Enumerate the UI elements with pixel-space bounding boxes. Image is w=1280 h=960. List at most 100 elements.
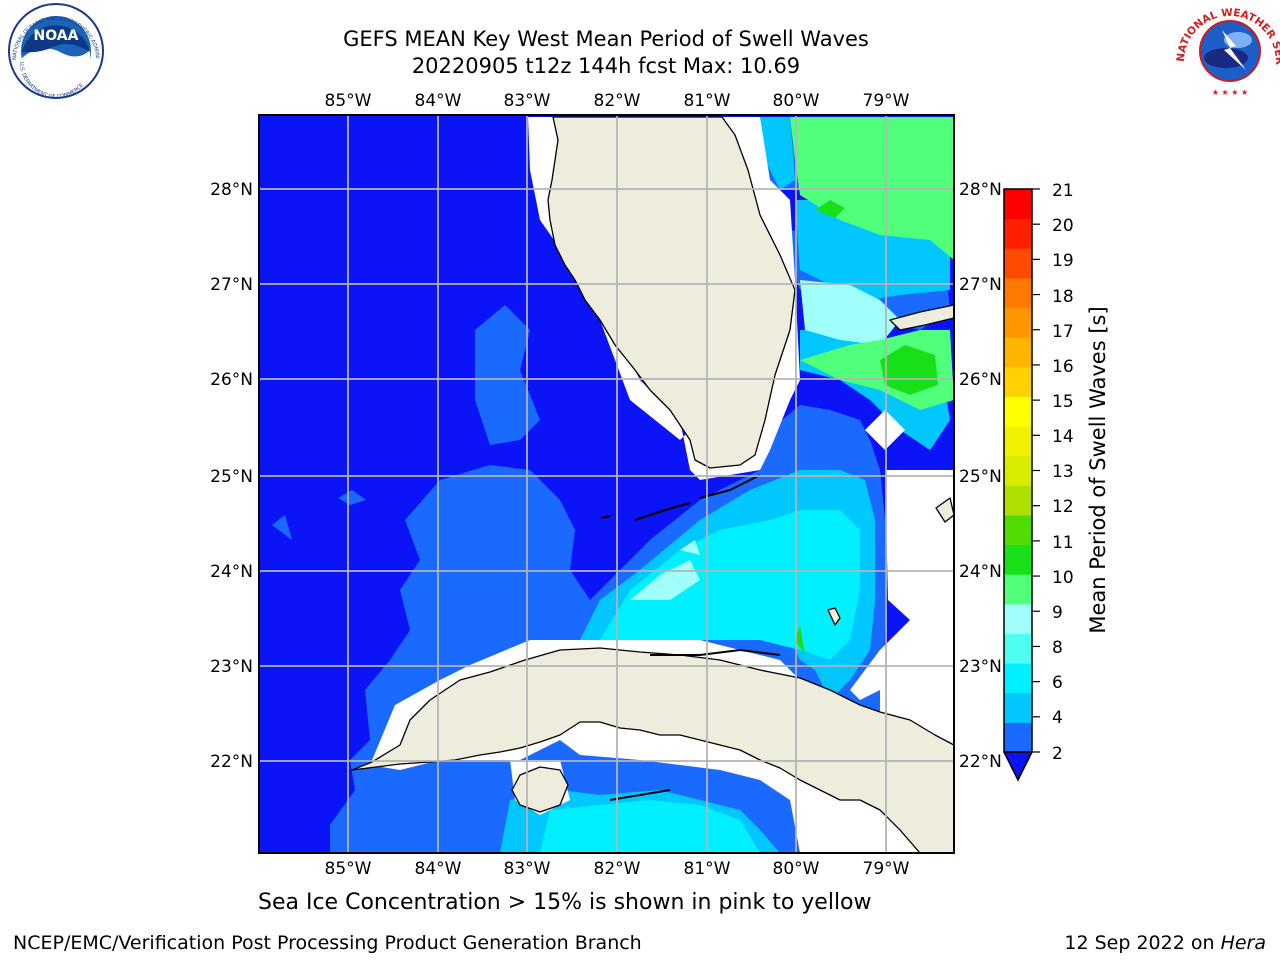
colorbar-tick-label: 8 — [1052, 638, 1063, 658]
colorbar-tick-label: 12 — [1052, 497, 1074, 517]
lon-label: 84°W — [415, 859, 462, 879]
lat-labels-right: 28°N 27°N 26°N 25°N 24°N 23°N 22°N — [959, 180, 1002, 772]
lat-label: 25°N — [210, 467, 253, 487]
florida-peninsula — [547, 116, 796, 469]
colorbar-band — [1004, 218, 1032, 249]
grand-bahama — [889, 304, 954, 331]
colorbar-tick-label: 18 — [1052, 287, 1074, 307]
colorbar-tick-labels: 21 20 19 18 17 16 15 14 13 12 11 10 9 8 … — [1052, 181, 1074, 764]
lon-label: 84°W — [415, 91, 462, 111]
date-stamp: 12 Sep 2022 on Hera — [1064, 932, 1266, 954]
credit-line: NCEP/EMC/Verification Post Processing Pr… — [13, 932, 642, 954]
date-text: 12 Sep 2022 on — [1064, 932, 1221, 954]
lat-label: 24°N — [210, 562, 253, 582]
colorbar-tick-label: 9 — [1052, 603, 1063, 623]
colorbar-band — [1004, 189, 1032, 220]
colorbar: 21 20 19 18 17 16 15 14 13 12 11 10 9 8 … — [1002, 181, 1110, 782]
cuba — [351, 647, 954, 853]
land-areas — [351, 116, 954, 853]
lat-label: 26°N — [210, 370, 253, 390]
colorbar-band — [1004, 544, 1032, 575]
colorbar-tick-label: 10 — [1052, 568, 1074, 588]
swell-zone-6-8s — [540, 510, 860, 853]
lon-label: 85°W — [325, 859, 372, 879]
lat-label: 24°N — [959, 562, 1002, 582]
lat-label: 28°N — [210, 180, 253, 200]
colorbar-band — [1004, 396, 1032, 427]
colorbar-band — [1004, 366, 1032, 397]
colorbar-tick-label: 6 — [1052, 673, 1063, 693]
lon-label: 85°W — [325, 91, 372, 111]
sea-ice-caption: Sea Ice Concentration > 15% is shown in … — [258, 890, 872, 915]
colorbar-band — [1004, 633, 1032, 664]
florida-keys — [601, 474, 781, 801]
colorbar-tick-label: 2 — [1052, 744, 1063, 764]
colorbar-label: Mean Period of Swell Waves [s] — [1086, 306, 1110, 633]
map-frame — [258, 114, 955, 854]
lon-label: 83°W — [504, 859, 551, 879]
host-name: Hera — [1220, 932, 1266, 954]
colorbar-tick-label: 17 — [1052, 322, 1074, 342]
lat-label: 25°N — [959, 467, 1002, 487]
colorbar-tick-label: 11 — [1052, 533, 1074, 553]
colorbar-bands — [1004, 189, 1032, 753]
colorbar-tick-label: 15 — [1052, 392, 1074, 412]
svg-text:★ ★ ★ ★: ★ ★ ★ ★ — [1212, 88, 1248, 97]
colorbar-tick-label: 20 — [1052, 216, 1074, 236]
map-title: GEFS MEAN Key West Mean Period of Swell … — [343, 27, 869, 51]
lon-labels-top: 85°W 84°W 83°W 82°W 81°W 80°W 79°W — [325, 91, 910, 111]
lat-label: 23°N — [959, 657, 1002, 677]
map-subtitle: 20220905 t12z 144h fcst Max: 10.69 — [411, 54, 801, 78]
bahamas-southeast — [935, 497, 954, 523]
lat-labels-left: 28°N 27°N 26°N 25°N 24°N 23°N 22°N — [210, 180, 253, 772]
lat-label: 27°N — [959, 275, 1002, 295]
colorbar-band — [1004, 277, 1032, 309]
noaa-logo: NOAA NATIONAL OCEANIC AND ATMOSPHERIC AD… — [0, 0, 104, 100]
nws-ring-text: NATIONAL WEATHER SERVICE — [0, 0, 1280, 65]
nws-logo: NATIONAL WEATHER SERVICE ★ ★ ★ ★ — [0, 0, 1280, 98]
colorbar-band — [1004, 307, 1032, 338]
colorbar-band — [1004, 692, 1032, 723]
colorbar-tick-label: 19 — [1052, 251, 1074, 271]
lon-label: 82°W — [594, 859, 641, 879]
isla-de-la-juventud — [511, 766, 569, 813]
lat-label: 23°N — [210, 657, 253, 677]
lon-label: 83°W — [504, 91, 551, 111]
lat-label: 27°N — [210, 275, 253, 295]
lat-label: 28°N — [959, 180, 1002, 200]
colorbar-band — [1004, 337, 1032, 368]
colorbar-band — [1004, 485, 1032, 516]
swell-zone-8-9s — [630, 280, 900, 600]
colorbar-tick-label: 4 — [1052, 708, 1063, 728]
lon-labels-bottom: 85°W 84°W 83°W 82°W 81°W 80°W 79°W — [325, 859, 910, 879]
colorbar-under-triangle — [1002, 751, 1034, 782]
lat-label: 22°N — [959, 752, 1002, 772]
colorbar-band — [1004, 514, 1032, 546]
lon-label: 81°W — [684, 91, 731, 111]
graticule — [259, 115, 954, 853]
colorbar-tick-label: 16 — [1052, 357, 1074, 377]
lat-label: 26°N — [959, 370, 1002, 390]
colorbar-band — [1004, 248, 1032, 279]
colorbar-band — [1004, 603, 1032, 634]
map-panel — [259, 115, 954, 853]
lon-label: 82°W — [594, 91, 641, 111]
colorbar-tick-label: 21 — [1052, 181, 1074, 201]
lon-label: 79°W — [863, 91, 910, 111]
colorbar-band — [1004, 455, 1032, 486]
lon-label: 81°W — [684, 859, 731, 879]
colorbar-tick-label: 14 — [1052, 427, 1074, 447]
noaa-wordmark: NOAA — [34, 28, 79, 44]
colorbar-band — [1004, 663, 1032, 694]
lat-label: 22°N — [210, 752, 253, 772]
colorbar-band — [1004, 722, 1032, 753]
lon-label: 79°W — [863, 859, 910, 879]
svg-text:NATIONAL WEATHER SERVICE: NATIONAL WEATHER SERVICE — [0, 0, 1280, 65]
lon-label: 80°W — [773, 91, 820, 111]
colorbar-band — [1004, 574, 1032, 605]
lon-label: 80°W — [773, 859, 820, 879]
andros-island — [827, 607, 841, 626]
colorbar-band — [1004, 426, 1032, 457]
swell-zone-10-11s — [795, 200, 938, 655]
